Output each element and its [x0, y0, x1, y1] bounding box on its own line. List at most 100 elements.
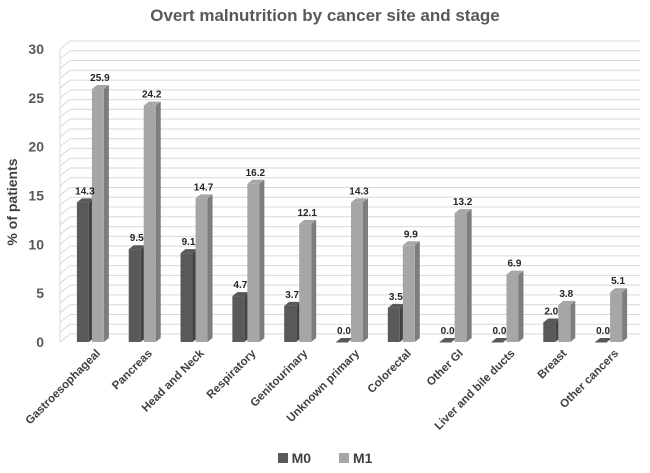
gridline-depth — [59, 265, 71, 275]
y-tick-label: 5 — [36, 285, 44, 301]
bar-front — [143, 105, 156, 342]
data-label-m0: 2.0 — [544, 306, 558, 317]
x-tick-label: Pancreas — [110, 348, 155, 393]
legend-item-m1: M1 — [338, 450, 373, 466]
bar-side — [466, 209, 472, 342]
bar-top — [439, 338, 457, 342]
bar-side — [155, 101, 161, 342]
gridline-depth — [59, 235, 71, 245]
bar-front — [232, 296, 245, 342]
data-label-m0: 0.0 — [441, 326, 455, 337]
bar-m1 — [143, 101, 161, 342]
bar-m0 — [232, 292, 250, 342]
bar-front — [336, 342, 348, 343]
chart-title: Overt malnutrition by cancer site and st… — [150, 6, 500, 25]
bar-front — [491, 342, 504, 343]
bar-m1 — [610, 288, 628, 342]
data-label-m1: 14.3 — [349, 186, 369, 197]
gridline-depth — [59, 196, 71, 206]
bar-top — [491, 338, 509, 342]
bar-side — [518, 270, 524, 342]
data-label-m1: 9.9 — [404, 229, 418, 240]
gridline-depth — [59, 69, 71, 79]
bar-m0 — [128, 245, 146, 342]
legend-label-m1: M1 — [352, 450, 373, 466]
data-label-m0: 9.5 — [130, 233, 144, 244]
bar-front — [76, 202, 89, 342]
bar-m1 — [351, 198, 368, 342]
bar-front — [284, 305, 297, 342]
x-tick-label: Other GI — [425, 348, 466, 389]
data-label-m0: 9.1 — [182, 237, 196, 248]
legend-swatch-m0 — [277, 453, 288, 463]
bar-m0 — [387, 303, 405, 342]
x-tick-label: Breast — [536, 348, 570, 382]
bar-top — [454, 209, 472, 214]
bar-top — [232, 292, 250, 297]
legend: M0 M1 — [0, 450, 650, 466]
bar-m0 — [76, 198, 94, 342]
gridline-depth — [59, 216, 71, 226]
data-label-m0: 0.0 — [596, 326, 610, 337]
bar-front — [180, 253, 193, 342]
data-label-m0: 3.7 — [285, 290, 299, 301]
bar-m1 — [247, 179, 265, 342]
legend-item-m0: M0 — [277, 450, 312, 466]
gridline-depth — [59, 99, 71, 108]
bar-top — [610, 288, 628, 293]
bar-front — [387, 307, 400, 342]
bar-m1 — [195, 194, 213, 342]
y-tick-label: 10 — [28, 236, 44, 252]
bar-m0 — [180, 249, 198, 342]
bar-side — [207, 194, 213, 342]
bar-top — [543, 318, 561, 323]
bar-m0 — [543, 318, 561, 342]
data-label-m0: 3.5 — [389, 292, 403, 303]
gridline-depth — [59, 89, 71, 99]
bar-front — [91, 89, 104, 342]
gridline-depth — [59, 294, 71, 304]
gridline-depth — [59, 245, 71, 255]
bar-m1 — [91, 85, 109, 342]
bar-top — [76, 198, 94, 203]
data-label-m1: 13.2 — [453, 197, 473, 208]
gridline-depth — [59, 226, 71, 235]
gridline-depth — [59, 177, 71, 187]
data-label-m1: 25.9 — [90, 73, 110, 84]
bar-front — [506, 274, 519, 342]
bar-m0 — [491, 338, 509, 343]
bar-front — [247, 183, 260, 342]
bar-side — [311, 219, 317, 342]
bar-top — [143, 101, 161, 106]
gridline-depth — [59, 157, 71, 167]
data-label-m1: 12.1 — [297, 208, 317, 219]
data-label-m1: 5.1 — [611, 276, 625, 287]
bar-top — [91, 85, 109, 90]
x-tick-label: Colorectal — [366, 348, 414, 396]
bar-top — [284, 301, 302, 306]
bar-side — [622, 288, 628, 342]
bar-front — [402, 245, 415, 342]
data-label-m0: 0.0 — [337, 326, 351, 337]
gridline-depth — [59, 323, 71, 333]
bar-m0 — [284, 301, 302, 342]
legend-label-m0: M0 — [291, 450, 312, 466]
y-tick-label: 30 — [28, 41, 44, 57]
bar-top — [299, 219, 317, 224]
gridline-depth — [59, 187, 71, 196]
gridline-depth — [59, 138, 71, 148]
gridline-depth — [59, 206, 71, 216]
gridline-depth — [59, 167, 71, 177]
gridline-depth — [59, 50, 71, 60]
gridline-depth — [59, 108, 71, 118]
data-label-m1: 14.7 — [194, 182, 214, 193]
x-tick-label: Respiratory — [205, 347, 259, 401]
bar-front — [558, 304, 571, 342]
bar-front — [543, 322, 556, 342]
gridline-depth — [59, 275, 71, 284]
y-tick-label: 25 — [28, 90, 44, 106]
data-label-m0: 4.7 — [233, 280, 247, 291]
bar-front — [439, 342, 452, 343]
bar-front — [610, 292, 623, 342]
